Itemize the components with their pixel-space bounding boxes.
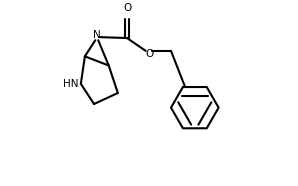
- Text: HN: HN: [63, 79, 79, 89]
- Text: O: O: [123, 3, 131, 13]
- Text: N: N: [94, 30, 101, 40]
- Text: O: O: [145, 49, 153, 59]
